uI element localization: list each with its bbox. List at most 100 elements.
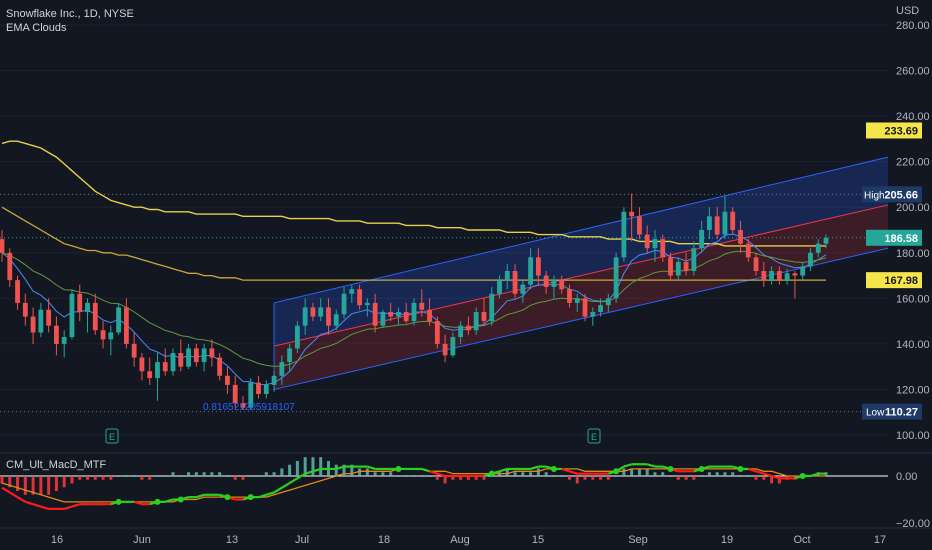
time-axis-label: Jul [295, 534, 309, 546]
macd-line-segment [265, 491, 275, 496]
macd-line-segment [273, 486, 283, 494]
macd-histogram-bar [202, 472, 206, 476]
candle-body [178, 353, 184, 367]
candle-body [217, 357, 223, 376]
ema-long-badge-bg [866, 122, 922, 139]
time-axis-label: 16 [51, 534, 63, 546]
candle-body [147, 371, 153, 379]
macd-histogram-bar [474, 476, 478, 480]
macd-histogram-bar [513, 472, 517, 476]
time-axis-label: Sep [628, 534, 648, 546]
candle-body [543, 275, 549, 287]
macd-histogram-bar [163, 476, 167, 477]
candle-body [637, 216, 642, 235]
candle-body [504, 271, 510, 281]
earnings-marker: E [587, 428, 601, 444]
ema-mid-line [1, 206, 826, 281]
candle-body [442, 343, 448, 356]
candle-body [419, 302, 425, 310]
macd-indicator-label[interactable]: CM_Ult_MacD_MTF [6, 459, 107, 471]
candle-body [691, 248, 697, 272]
macd-histogram-bar [420, 476, 424, 477]
candle-body [769, 271, 774, 281]
candle-body [69, 293, 75, 338]
macd-histogram-bar [70, 476, 74, 484]
channel-top-line [273, 156, 889, 304]
candle-body [629, 211, 635, 217]
candle-body [364, 302, 370, 306]
macd-histogram-bar [599, 476, 603, 480]
price-tick-label: 240.00 [896, 111, 930, 123]
candle-body [535, 257, 541, 276]
indicator-label[interactable]: EMA Clouds [6, 22, 67, 34]
macd-cross-dot [154, 498, 161, 505]
candle-body [240, 403, 246, 408]
macd-histogram-bar [396, 476, 400, 477]
ema-long-badge: 233.69 [884, 125, 918, 137]
candle-body [333, 314, 339, 326]
macd-histogram-bar [350, 464, 354, 476]
macd-histogram-bar [435, 476, 439, 480]
candle-body [403, 312, 409, 322]
candle-body [77, 293, 83, 313]
macd-histogram-bar [124, 476, 128, 477]
candle-body [100, 330, 106, 340]
macd-histogram-bar [459, 476, 463, 480]
time-axis-label: Oct [793, 534, 810, 546]
candle-body [357, 289, 362, 306]
candle-body [225, 375, 230, 385]
price-tick-label: 120.00 [896, 384, 930, 396]
macd-histogram-bar [342, 464, 346, 476]
macd-line-segment [561, 467, 570, 473]
high-badge-label: High [864, 190, 885, 201]
candle-body [745, 243, 751, 258]
candle-body [699, 230, 705, 249]
macd-histogram-bar [443, 476, 447, 484]
macd-histogram-bar [303, 457, 307, 476]
candle-body [38, 309, 44, 333]
fib-annotation: 0.816521205918107 [203, 402, 295, 413]
macd-cross-dot [613, 468, 620, 475]
last-price-badge-bg [866, 229, 922, 246]
macd-histogram-bar [249, 476, 253, 477]
macd-histogram-bar [78, 476, 82, 480]
candle-body [512, 271, 518, 294]
macd-histogram-bar [389, 472, 393, 476]
candle-body [170, 353, 176, 372]
candle-body [139, 357, 145, 372]
macd-histogram-bar [762, 476, 766, 480]
macd-tick-label: 0.00 [896, 471, 917, 483]
candle-body [162, 362, 168, 372]
candle-body [497, 280, 502, 294]
candle-body [92, 302, 98, 331]
candle-body [131, 343, 137, 358]
macd-histogram-bar [93, 476, 97, 480]
macd-histogram-bar [428, 476, 432, 477]
candle-body [310, 307, 316, 317]
ema-long-line [1, 140, 826, 247]
macd-line-segment [747, 467, 757, 473]
candle-body [808, 252, 813, 267]
macd-histogram-bar [54, 476, 58, 492]
candle-body [232, 384, 238, 404]
candle-body [815, 243, 821, 253]
macd-histogram-bar [109, 476, 113, 480]
macd-histogram-bar [358, 468, 362, 476]
time-axis-label: 19 [721, 534, 733, 546]
macd-histogram-bar [8, 476, 12, 488]
macd-line-segment [196, 493, 205, 499]
macd-histogram-bar [731, 472, 735, 476]
macd-line-segment [281, 482, 291, 489]
macd-histogram-bar [661, 472, 665, 476]
macd-histogram-bar [692, 476, 696, 480]
low-badge-bg [862, 403, 922, 420]
symbol-title[interactable]: Snowflake Inc., 1D, NYSE [6, 8, 134, 20]
macd-histogram-bar [560, 476, 564, 477]
macd-line-segment [530, 465, 539, 471]
candle-body [85, 302, 90, 313]
macd-histogram-bar [707, 472, 711, 476]
last-price-badge: 186.58 [884, 233, 918, 245]
macd-histogram-bar [404, 476, 408, 477]
